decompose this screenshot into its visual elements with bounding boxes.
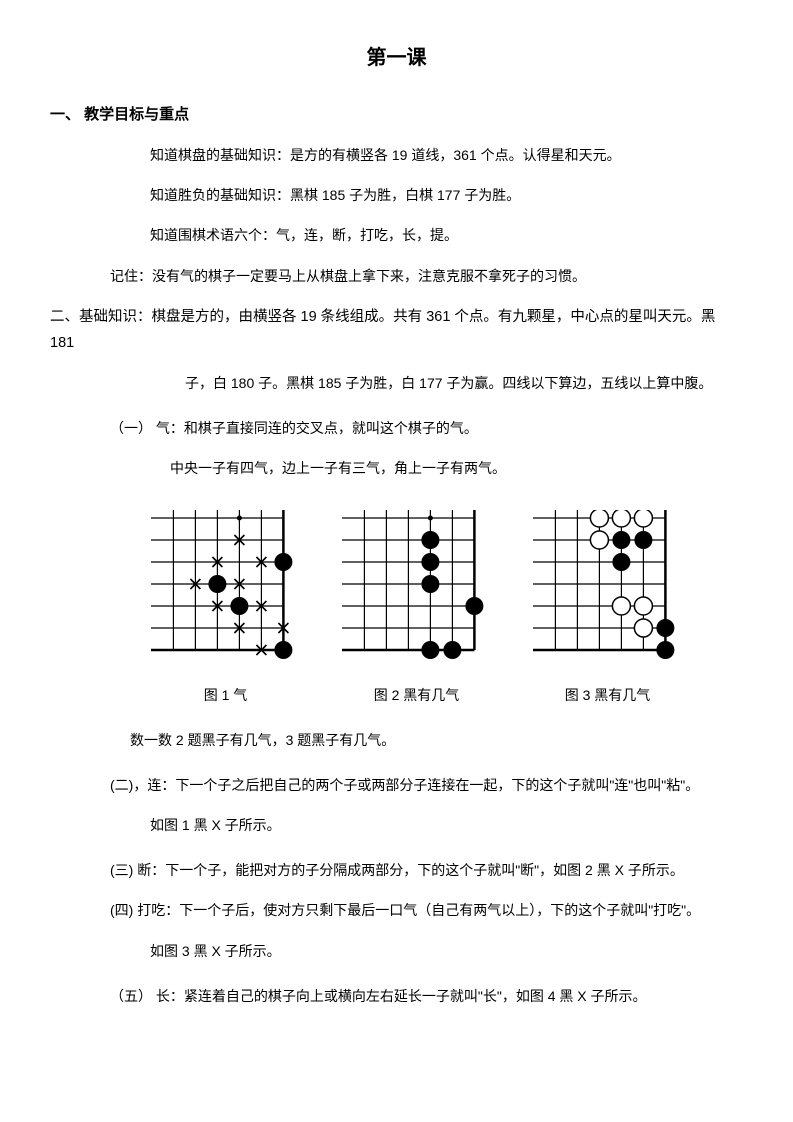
count-line: 数一数 2 题黑子有几气，3 题黑子有几气。: [50, 728, 743, 753]
caption-1: 图 1 气: [146, 683, 306, 708]
section1-line-1: 知道胜负的基础知识：黑棋 185 子为胜，白棋 177 子为胜。: [50, 183, 743, 208]
diagram-2: [342, 510, 492, 670]
section1-heading: 一、 教学目标与重点: [50, 101, 743, 128]
section1-line-2: 知道围棋术语六个：气，连，断，打吃，长，提。: [50, 223, 743, 248]
item3: (三) 断：下一个子，能把对方的子分隔成两部分，下的这个子就叫"断"，如图 2 …: [50, 858, 743, 883]
item4-sub: 如图 3 黑 X 子所示。: [50, 939, 743, 964]
item4: (四) 打吃：下一个子后，使对方只剩下最后一口气（自己有两气以上），下的这个子就…: [50, 898, 743, 923]
item5: （五） 长：紧连着自己的棋子向上或横向左右延长一子就叫"长"，如图 4 黑 X …: [50, 984, 743, 1009]
item2: (二)，连：下一个子之后把自己的两个子或两部分子连接在一起，下的这个子就叫"连"…: [50, 773, 743, 798]
diagram-1: [151, 510, 301, 670]
lesson-title: 第一课: [50, 40, 743, 76]
item2-sub: 如图 1 黑 X 子所示。: [50, 813, 743, 838]
diagram-3: [533, 510, 683, 670]
item1-heading: （一） 气：和棋子直接同连的交叉点，就叫这个棋子的气。: [50, 416, 743, 441]
section1-note: 记住：没有气的棋子一定要马上从棋盘上拿下来，注意克服不拿死子的习惯。: [50, 264, 743, 289]
section2-heading: 二、基础知识：棋盘是方的，由横竖各 19 条线组成。共有 361 个点。有九颗星…: [50, 304, 743, 356]
section1-line-0: 知道棋盘的基础知识：是方的有横竖各 19 道线，361 个点。认得星和天元。: [50, 143, 743, 168]
diagram-row: [50, 500, 743, 675]
caption-row: 图 1 气 图 2 黑有几气 图 3 黑有几气: [50, 683, 743, 708]
caption-3: 图 3 黑有几气: [528, 683, 688, 708]
caption-2: 图 2 黑有几气: [337, 683, 497, 708]
section2-cont: 子，白 180 子。黑棋 185 子为胜，白 177 子为赢。四线以下算边，五线…: [50, 371, 743, 396]
item1-line: 中央一子有四气，边上一子有三气，角上一子有两气。: [50, 456, 743, 481]
